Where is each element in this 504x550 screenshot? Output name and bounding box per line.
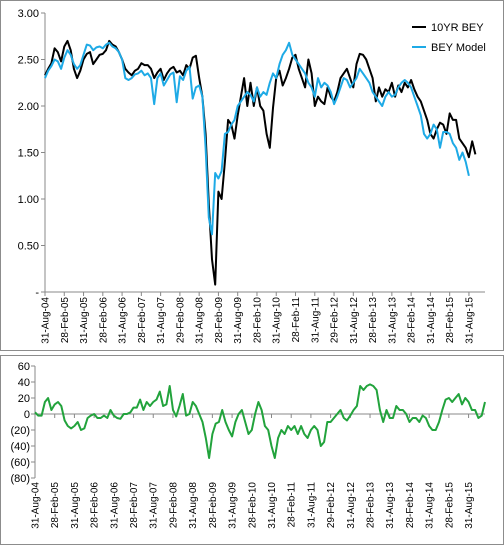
bottom-y-tick-label: (80) [10,473,30,485]
bottom-x-tick-label: 31-Aug-12 [346,482,357,529]
top-x-tick-label: 28-Feb-15 [445,297,456,344]
top-x-tick-label: 31-Aug-08 [195,297,206,344]
top-x-tick-label: 31-Aug-15 [464,297,475,344]
bottom-x-tick-label: 31-Aug-08 [188,482,199,529]
bottom-y-tick-label: (40) [10,441,30,453]
bottom-x-tick-label: 28-Feb-14 [405,482,416,529]
difference-series-line [34,383,486,459]
top-y-tick-label: 2.50 [18,55,39,67]
bottom-x-tick-label: 31-Aug-06 [109,482,120,529]
top-y-tick-label: 1.50 [18,148,39,160]
top-x-tick-label: 31-Aug-07 [156,297,167,344]
bottom-x-tick-label: 28-Feb-09 [208,482,219,529]
bottom-x-tick-label: 31-Aug-05 [70,482,81,529]
top-x-tick-label: 31-Aug-09 [233,297,244,344]
bey-chart: 3.00 2.50 2.00 1.50 1.00 0.50 -31-Aug-04 28-Feb… [18,8,486,344]
top-x-tick-label: 31-Aug-11 [310,297,321,343]
top-x-tick-label: 31-Aug-12 [349,297,360,344]
bottom-x-tick-label: 31-Aug-09 [228,482,239,529]
top-x-tick-label: 28-Feb-14 [407,297,418,344]
top-x-tick-label: 31-Aug-04 [41,297,52,344]
top-x-tick-label: 28-Feb-05 [60,297,71,344]
difference-chart: 60 40 20 0 (20) (40) (60) (80)31-Aug-04 28-Feb-0… [10,361,486,529]
bottom-x-tick-label: 31-Aug-13 [385,482,396,529]
top-x-tick-label: 31-Aug-13 [387,297,398,344]
top-x-tick-label: 31-Aug-05 [79,297,90,344]
bottom-x-tick-label: 31-Aug-14 [425,482,436,529]
top-x-tick-label: 28-Feb-07 [137,297,148,344]
top-x-tick-label: 28-Feb-11 [291,297,302,343]
bottom-y-tick-label: 20 [18,393,30,405]
legend-label-10yr-bey: 10YR BEY [431,22,484,34]
top-y-tick-label: 1.00 [18,194,39,206]
legend-label-bey-model: BEY Model [431,42,486,54]
top-y-tick-label: 0.50 [18,241,39,253]
bottom-x-tick-label: 28-Feb-11 [287,482,298,528]
top-x-tick-label: 29-Feb-08 [175,297,186,344]
bottom-x-tick-label: 31-Aug-15 [464,482,475,529]
bottom-y-tick-label: 60 [18,361,30,373]
bottom-x-tick-label: 28-Feb-15 [444,482,455,529]
top-y-tick-label: 2.00 [18,101,39,113]
top-x-tick-label: 29-Feb-12 [330,297,341,344]
bottom-y-tick-label: (20) [10,425,30,437]
bottom-x-tick-label: 31-Aug-04 [31,482,42,529]
top-x-tick-label: 28-Feb-06 [98,297,109,344]
bottom-x-tick-label: 31-Aug-11 [306,482,317,528]
bottom-y-tick-label: (60) [10,457,30,469]
top-y-tick-label: - [35,287,39,299]
series-line-bey-model [44,41,470,236]
top-x-tick-label: 28-Feb-10 [252,297,263,344]
bottom-x-tick-label: 28-Feb-10 [247,482,258,529]
bottom-chart-frame [0,355,504,545]
bottom-x-tick-label: 31-Aug-10 [267,482,278,529]
top-x-tick-label: 28-Feb-13 [368,297,379,344]
top-x-tick-label: 31-Aug-14 [426,297,437,344]
bottom-x-tick-label: 28-Feb-07 [129,482,140,529]
bottom-x-tick-label: 28-Feb-05 [50,482,61,529]
top-y-tick-label: 3.00 [18,8,39,20]
bottom-x-tick-label: 28-Feb-13 [366,482,377,529]
top-x-tick-label: 31-Aug-10 [272,297,283,344]
bottom-y-tick-label: 0 [24,409,30,421]
bottom-y-tick-label: 40 [18,377,30,389]
bottom-x-tick-label: 31-Aug-07 [149,482,160,529]
bottom-x-tick-label: 29-Feb-08 [168,482,179,529]
bottom-x-tick-label: 29-Feb-12 [326,482,337,529]
bottom-x-tick-label: 28-Feb-06 [90,482,101,529]
top-x-tick-label: 28-Feb-09 [214,297,225,344]
top-x-tick-label: 31-Aug-06 [118,297,129,344]
